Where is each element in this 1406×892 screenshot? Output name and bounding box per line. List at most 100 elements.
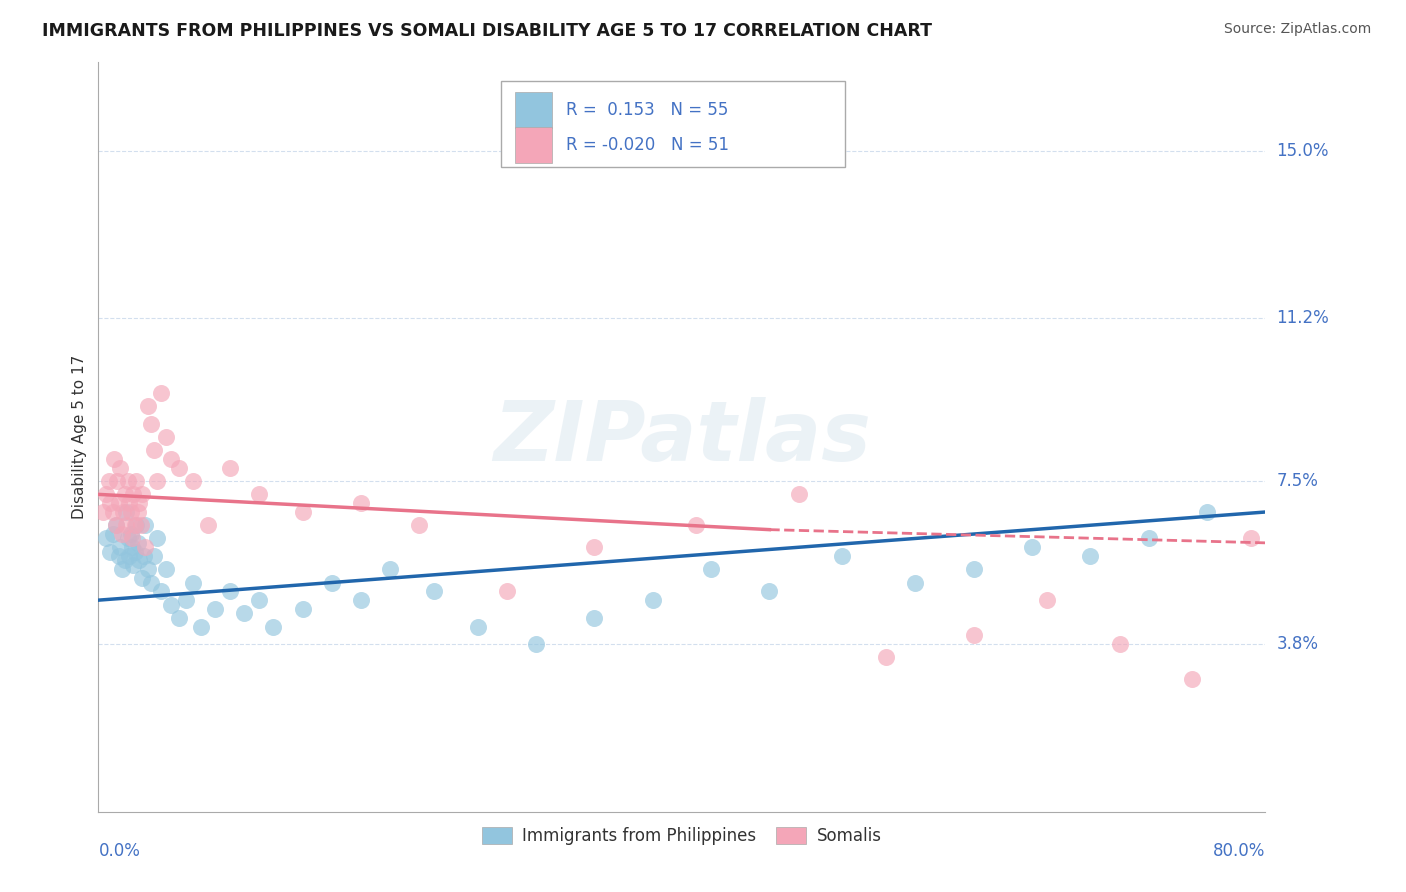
Text: Source: ZipAtlas.com: Source: ZipAtlas.com <box>1223 22 1371 37</box>
Text: 80.0%: 80.0% <box>1213 842 1265 860</box>
Point <box>125 474 148 488</box>
Point <box>105 474 128 488</box>
Point <box>127 536 149 550</box>
Point <box>262 619 284 633</box>
Point <box>103 452 125 467</box>
Point <box>136 399 159 413</box>
Point <box>167 461 190 475</box>
Point <box>1080 549 1102 563</box>
Point <box>139 417 162 431</box>
Point <box>120 527 142 541</box>
Point <box>111 562 134 576</box>
Point <box>115 505 138 519</box>
Point <box>134 518 156 533</box>
Point <box>160 598 183 612</box>
Point <box>380 562 402 576</box>
Text: 11.2%: 11.2% <box>1277 309 1329 327</box>
Point <box>190 619 212 633</box>
Point <box>136 562 159 576</box>
Point <box>97 474 120 488</box>
Point <box>115 518 138 533</box>
Point <box>641 593 664 607</box>
Point <box>787 487 810 501</box>
Point <box>1035 593 1057 607</box>
Point <box>128 553 150 567</box>
Point <box>91 505 114 519</box>
Point <box>121 532 143 546</box>
Point <box>104 518 127 533</box>
Point <box>1195 505 1218 519</box>
Point <box>160 452 183 467</box>
Point <box>131 487 153 501</box>
Point <box>496 584 519 599</box>
Point <box>108 549 131 563</box>
Point <box>181 575 204 590</box>
Point <box>218 584 240 599</box>
Point <box>174 593 197 607</box>
Text: 7.5%: 7.5% <box>1277 472 1319 491</box>
Point <box>125 518 148 533</box>
Point <box>124 544 146 558</box>
Point <box>101 505 124 519</box>
Point <box>233 607 256 621</box>
Point <box>98 544 121 558</box>
FancyBboxPatch shape <box>515 92 553 128</box>
Point <box>114 553 136 567</box>
Point <box>110 541 132 555</box>
Point <box>700 562 723 576</box>
Point <box>110 461 132 475</box>
Point <box>155 562 177 576</box>
Point <box>291 505 314 519</box>
Point <box>150 386 173 401</box>
Point <box>197 518 219 533</box>
Point <box>167 611 190 625</box>
Point <box>134 541 156 555</box>
Point <box>1021 541 1043 555</box>
Point <box>139 575 162 590</box>
Text: ZIPatlas: ZIPatlas <box>494 397 870 477</box>
Point <box>118 496 141 510</box>
Point <box>122 558 145 572</box>
Text: 0.0%: 0.0% <box>98 842 141 860</box>
Point <box>117 474 139 488</box>
Point <box>142 443 165 458</box>
Point <box>350 496 373 510</box>
Point <box>127 505 149 519</box>
Point <box>111 527 134 541</box>
Point <box>150 584 173 599</box>
Point <box>962 628 984 642</box>
Point <box>831 549 853 563</box>
Point <box>1181 673 1204 687</box>
Point <box>467 619 489 633</box>
Y-axis label: Disability Age 5 to 17: Disability Age 5 to 17 <box>72 355 87 519</box>
Text: 3.8%: 3.8% <box>1277 635 1319 653</box>
Point <box>146 532 169 546</box>
Text: IMMIGRANTS FROM PHILIPPINES VS SOMALI DISABILITY AGE 5 TO 17 CORRELATION CHART: IMMIGRANTS FROM PHILIPPINES VS SOMALI DI… <box>42 22 932 40</box>
Point <box>114 487 136 501</box>
Legend: Immigrants from Philippines, Somalis: Immigrants from Philippines, Somalis <box>475 821 889 852</box>
Point <box>98 496 121 510</box>
Point <box>120 505 142 519</box>
Point <box>247 593 270 607</box>
Point <box>875 650 897 665</box>
Point <box>685 518 707 533</box>
Text: 15.0%: 15.0% <box>1277 142 1329 160</box>
Point <box>321 575 343 590</box>
Point <box>1108 637 1130 651</box>
Point <box>108 496 131 510</box>
Point <box>583 541 606 555</box>
FancyBboxPatch shape <box>501 81 845 168</box>
Point <box>117 532 139 546</box>
Point <box>423 584 446 599</box>
Point <box>155 430 177 444</box>
Point <box>142 549 165 563</box>
FancyBboxPatch shape <box>515 127 553 163</box>
Point <box>122 487 145 501</box>
Text: R = -0.020   N = 51: R = -0.020 N = 51 <box>567 136 730 153</box>
Point <box>247 487 270 501</box>
Point <box>758 584 780 599</box>
Point <box>124 518 146 533</box>
Point <box>291 602 314 616</box>
Point <box>146 474 169 488</box>
Text: R =  0.153   N = 55: R = 0.153 N = 55 <box>567 101 728 119</box>
